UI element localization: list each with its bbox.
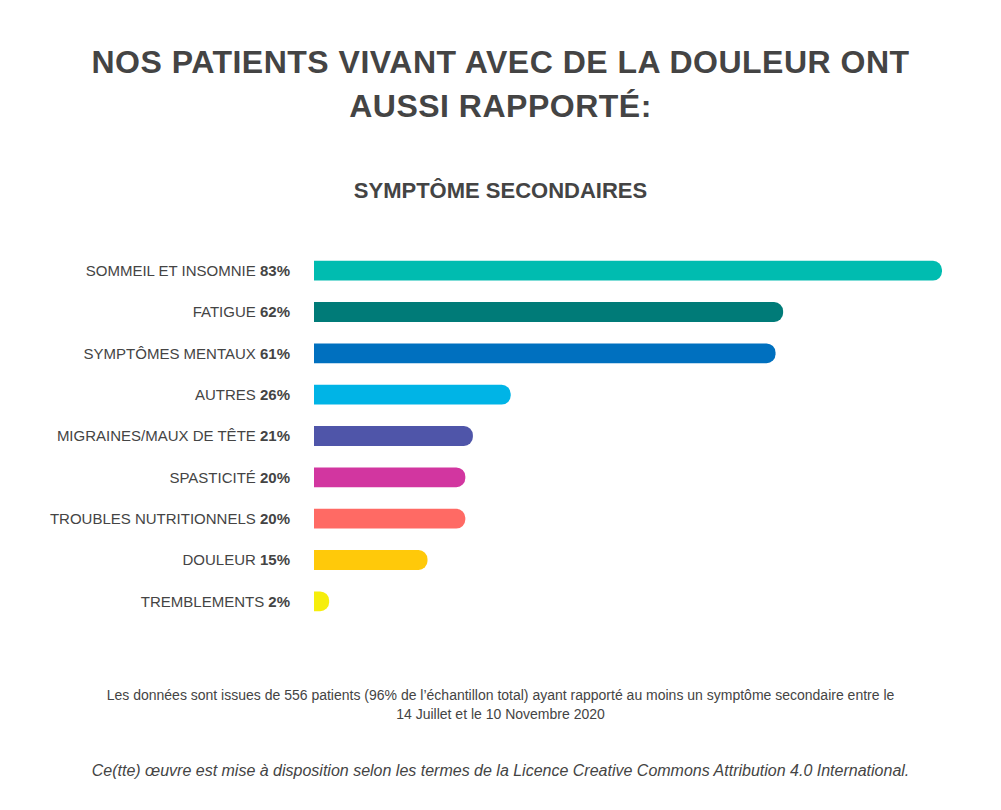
svg-text:SOMMEIL ET INSOMNIE 83%: SOMMEIL ET INSOMNIE 83% (86, 262, 290, 279)
svg-text:FATIGUE 62%: FATIGUE 62% (193, 303, 290, 320)
html-text:SYMPTÔME SECONDAIRES: SYMPTÔME SECONDAIRES (353, 178, 648, 203)
svg-text:DOULEUR 15%: DOULEUR 15% (182, 551, 290, 568)
svg-text:TREMBLEMENTS 2%: TREMBLEMENTS 2% (141, 593, 290, 610)
svg-text:SPASTICITÉ 20%: SPASTICITÉ 20% (169, 469, 290, 486)
svg-text:AUTRES 26%: AUTRES 26% (195, 386, 290, 403)
svg-text:TROUBLES NUTRITIONNELS 20%: TROUBLES NUTRITIONNELS 20% (50, 510, 290, 527)
html-text:Ce(tte) œuvre est mise à dispo: Ce(tte) œuvre est mise à disposition sel… (91, 762, 910, 779)
html-text:NOS PATIENTS VIVANT AVEC DE LA: NOS PATIENTS VIVANT AVEC DE LA DOULEUR O… (91, 44, 910, 124)
svg-text:MIGRAINES/MAUX DE TÊTE 21%: MIGRAINES/MAUX DE TÊTE 21% (57, 427, 290, 444)
svg-text:SYMPTÔMES MENTAUX 61%: SYMPTÔMES MENTAUX 61% (84, 345, 290, 362)
html-text:Les données sont issues de 556: Les données sont issues de 556 patients … (106, 687, 895, 722)
